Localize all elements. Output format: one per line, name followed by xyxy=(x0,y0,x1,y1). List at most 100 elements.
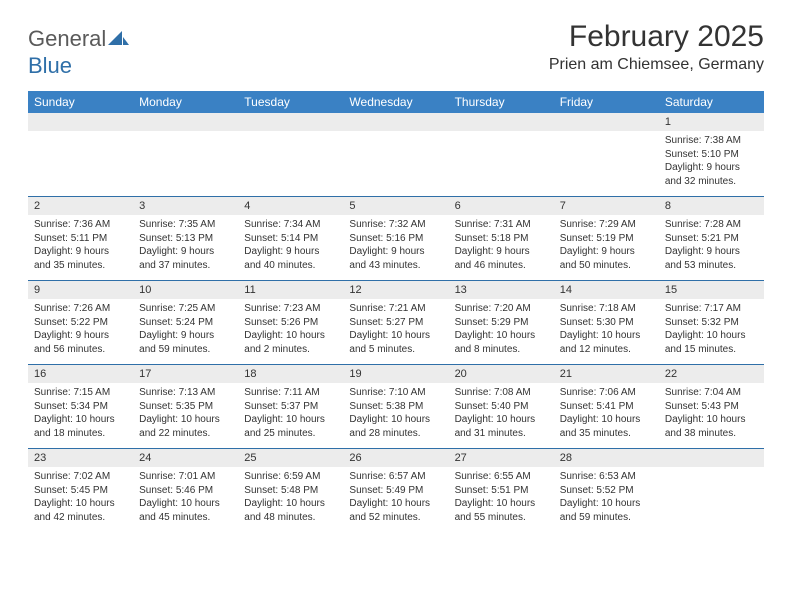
sunset-text: Sunset: 5:41 PM xyxy=(560,400,653,414)
day-number: 18 xyxy=(238,365,343,384)
daylight-text: Daylight: 9 hours and 40 minutes. xyxy=(244,245,337,272)
logo-sail-icon xyxy=(108,27,130,53)
daylight-text: Daylight: 10 hours and 45 minutes. xyxy=(139,497,232,524)
day-number: 6 xyxy=(449,197,554,216)
day-details: Sunrise: 7:10 AMSunset: 5:38 PMDaylight:… xyxy=(343,383,448,449)
sunset-text: Sunset: 5:21 PM xyxy=(665,232,758,246)
day-number: 11 xyxy=(238,281,343,300)
day-number-row: 232425262728 xyxy=(28,449,764,468)
sunrise-text: Sunrise: 7:26 AM xyxy=(34,302,127,316)
day-details: Sunrise: 7:08 AMSunset: 5:40 PMDaylight:… xyxy=(449,383,554,449)
daylight-text: Daylight: 10 hours and 2 minutes. xyxy=(244,329,337,356)
daylight-text: Daylight: 9 hours and 43 minutes. xyxy=(349,245,442,272)
sunset-text: Sunset: 5:13 PM xyxy=(139,232,232,246)
day-details: Sunrise: 7:21 AMSunset: 5:27 PMDaylight:… xyxy=(343,299,448,365)
sunrise-text: Sunrise: 7:32 AM xyxy=(349,218,442,232)
daylight-text: Daylight: 10 hours and 8 minutes. xyxy=(455,329,548,356)
day-number xyxy=(28,113,133,131)
day-number: 12 xyxy=(343,281,448,300)
sunset-text: Sunset: 5:46 PM xyxy=(139,484,232,498)
day-number: 27 xyxy=(449,449,554,468)
sunrise-text: Sunrise: 7:36 AM xyxy=(34,218,127,232)
daylight-text: Daylight: 9 hours and 53 minutes. xyxy=(665,245,758,272)
weekday-head: Tuesday xyxy=(238,91,343,113)
logo-text-general: General xyxy=(28,26,106,51)
day-details: Sunrise: 7:25 AMSunset: 5:24 PMDaylight:… xyxy=(133,299,238,365)
sunrise-text: Sunrise: 6:53 AM xyxy=(560,470,653,484)
day-number: 21 xyxy=(554,365,659,384)
sunset-text: Sunset: 5:40 PM xyxy=(455,400,548,414)
day-number-row: 9101112131415 xyxy=(28,281,764,300)
sunset-text: Sunset: 5:34 PM xyxy=(34,400,127,414)
day-number: 19 xyxy=(343,365,448,384)
weekday-head: Monday xyxy=(133,91,238,113)
sunset-text: Sunset: 5:14 PM xyxy=(244,232,337,246)
day-number: 25 xyxy=(238,449,343,468)
day-details xyxy=(343,131,448,197)
sunrise-text: Sunrise: 7:02 AM xyxy=(34,470,127,484)
sunrise-text: Sunrise: 7:18 AM xyxy=(560,302,653,316)
day-details: Sunrise: 7:26 AMSunset: 5:22 PMDaylight:… xyxy=(28,299,133,365)
day-details: Sunrise: 7:18 AMSunset: 5:30 PMDaylight:… xyxy=(554,299,659,365)
daylight-text: Daylight: 10 hours and 5 minutes. xyxy=(349,329,442,356)
day-number: 3 xyxy=(133,197,238,216)
sunrise-text: Sunrise: 7:15 AM xyxy=(34,386,127,400)
sunset-text: Sunset: 5:35 PM xyxy=(139,400,232,414)
day-details xyxy=(238,131,343,197)
day-details: Sunrise: 7:29 AMSunset: 5:19 PMDaylight:… xyxy=(554,215,659,281)
day-details: Sunrise: 7:35 AMSunset: 5:13 PMDaylight:… xyxy=(133,215,238,281)
day-details: Sunrise: 7:34 AMSunset: 5:14 PMDaylight:… xyxy=(238,215,343,281)
daylight-text: Daylight: 9 hours and 37 minutes. xyxy=(139,245,232,272)
logo: General Blue xyxy=(28,20,130,79)
day-details xyxy=(28,131,133,197)
sunrise-text: Sunrise: 7:35 AM xyxy=(139,218,232,232)
daylight-text: Daylight: 9 hours and 56 minutes. xyxy=(34,329,127,356)
sunrise-text: Sunrise: 7:29 AM xyxy=(560,218,653,232)
daylight-text: Daylight: 10 hours and 28 minutes. xyxy=(349,413,442,440)
day-number: 23 xyxy=(28,449,133,468)
day-number xyxy=(238,113,343,131)
weekday-head: Thursday xyxy=(449,91,554,113)
daylight-text: Daylight: 10 hours and 42 minutes. xyxy=(34,497,127,524)
day-details: Sunrise: 7:11 AMSunset: 5:37 PMDaylight:… xyxy=(238,383,343,449)
day-number: 14 xyxy=(554,281,659,300)
sunrise-text: Sunrise: 7:31 AM xyxy=(455,218,548,232)
day-detail-row: Sunrise: 7:38 AMSunset: 5:10 PMDaylight:… xyxy=(28,131,764,197)
day-details: Sunrise: 7:31 AMSunset: 5:18 PMDaylight:… xyxy=(449,215,554,281)
daylight-text: Daylight: 10 hours and 15 minutes. xyxy=(665,329,758,356)
day-number xyxy=(343,113,448,131)
sunset-text: Sunset: 5:10 PM xyxy=(665,148,758,162)
daylight-text: Daylight: 10 hours and 12 minutes. xyxy=(560,329,653,356)
day-number: 15 xyxy=(659,281,764,300)
day-details: Sunrise: 7:06 AMSunset: 5:41 PMDaylight:… xyxy=(554,383,659,449)
sunrise-text: Sunrise: 7:38 AM xyxy=(665,134,758,148)
day-number: 20 xyxy=(449,365,554,384)
sunset-text: Sunset: 5:30 PM xyxy=(560,316,653,330)
day-details xyxy=(133,131,238,197)
sunrise-text: Sunrise: 7:28 AM xyxy=(665,218,758,232)
day-number xyxy=(659,449,764,468)
weekday-header-row: Sunday Monday Tuesday Wednesday Thursday… xyxy=(28,91,764,113)
sunset-text: Sunset: 5:43 PM xyxy=(665,400,758,414)
sunrise-text: Sunrise: 7:13 AM xyxy=(139,386,232,400)
daylight-text: Daylight: 10 hours and 52 minutes. xyxy=(349,497,442,524)
sunset-text: Sunset: 5:24 PM xyxy=(139,316,232,330)
day-details: Sunrise: 6:55 AMSunset: 5:51 PMDaylight:… xyxy=(449,467,554,532)
day-details: Sunrise: 7:28 AMSunset: 5:21 PMDaylight:… xyxy=(659,215,764,281)
day-details xyxy=(449,131,554,197)
day-number: 16 xyxy=(28,365,133,384)
day-detail-row: Sunrise: 7:02 AMSunset: 5:45 PMDaylight:… xyxy=(28,467,764,532)
sunset-text: Sunset: 5:52 PM xyxy=(560,484,653,498)
day-details: Sunrise: 7:02 AMSunset: 5:45 PMDaylight:… xyxy=(28,467,133,532)
day-details: Sunrise: 7:04 AMSunset: 5:43 PMDaylight:… xyxy=(659,383,764,449)
sunset-text: Sunset: 5:37 PM xyxy=(244,400,337,414)
day-number: 13 xyxy=(449,281,554,300)
sunset-text: Sunset: 5:11 PM xyxy=(34,232,127,246)
sunrise-text: Sunrise: 7:25 AM xyxy=(139,302,232,316)
sunset-text: Sunset: 5:38 PM xyxy=(349,400,442,414)
day-number xyxy=(449,113,554,131)
daylight-text: Daylight: 9 hours and 32 minutes. xyxy=(665,161,758,188)
day-number-row: 2345678 xyxy=(28,197,764,216)
month-title: February 2025 xyxy=(549,20,764,54)
daylight-text: Daylight: 10 hours and 22 minutes. xyxy=(139,413,232,440)
